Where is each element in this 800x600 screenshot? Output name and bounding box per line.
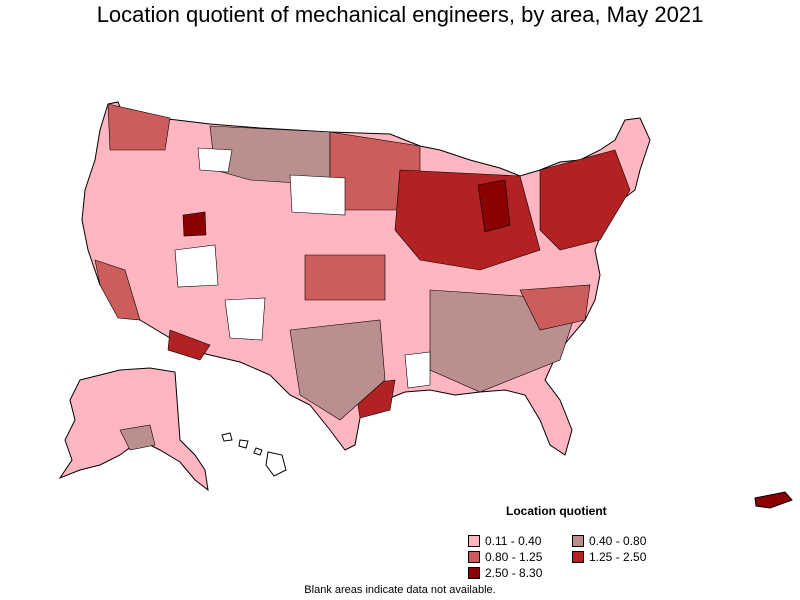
legend-item: 0.40 - 0.80 xyxy=(572,533,676,548)
legend-label: 0.11 - 0.40 xyxy=(485,533,542,548)
legend-label: 0.40 - 0.80 xyxy=(589,533,647,548)
legend-label: 0.80 - 1.25 xyxy=(485,549,543,564)
map-title: Location quotient of mechanical engineer… xyxy=(96,2,704,27)
legend-label: 1.25 - 2.50 xyxy=(589,549,647,564)
alaska-southwest-region xyxy=(119,424,156,451)
legend-item: 1.25 - 2.50 xyxy=(572,549,676,564)
legend-item: 0.80 - 1.25 xyxy=(468,549,572,564)
legend-item: 2.50 - 8.30 xyxy=(468,565,572,580)
legend: Location quotient 0.11 - 0.40 0.40 - 0.8… xyxy=(468,504,678,580)
legend-swatch xyxy=(468,550,480,563)
region-fills xyxy=(94,103,631,421)
hawaii-islands xyxy=(221,432,287,477)
puerto-rico-outline xyxy=(754,491,793,509)
legend-swatch xyxy=(572,550,584,563)
legend-swatch xyxy=(468,566,480,579)
legend-swatch xyxy=(468,534,480,547)
footnote: Blank areas indicate data not available. xyxy=(304,584,496,596)
legend-grid: 0.11 - 0.40 0.40 - 0.80 0.80 - 1.25 1.25… xyxy=(468,533,678,580)
legend-swatch xyxy=(572,534,584,547)
legend-item: 0.11 - 0.40 xyxy=(468,533,572,548)
legend-label: 2.50 - 8.30 xyxy=(485,565,543,580)
legend-title: Location quotient xyxy=(506,504,607,518)
